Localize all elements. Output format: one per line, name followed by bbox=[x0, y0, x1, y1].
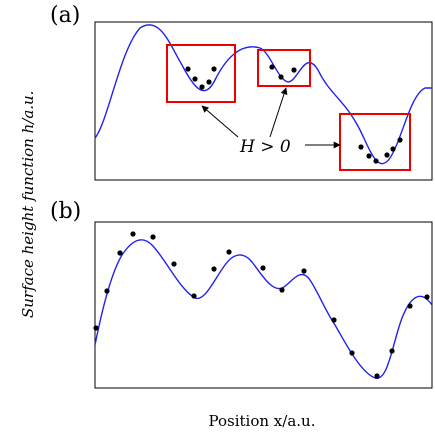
h-positive-annotation: H > 0 bbox=[239, 137, 291, 157]
data-point bbox=[191, 293, 197, 299]
data-point bbox=[185, 66, 191, 72]
data-point bbox=[279, 287, 285, 293]
data-point bbox=[389, 348, 395, 354]
arrow-to-box-2 bbox=[269, 87, 288, 138]
data-point bbox=[104, 288, 110, 294]
data-point bbox=[301, 268, 307, 274]
data-point bbox=[358, 144, 364, 150]
data-point bbox=[117, 250, 123, 256]
data-point bbox=[331, 317, 337, 323]
data-point bbox=[130, 231, 136, 237]
panel-a-frame bbox=[94, 21, 433, 181]
x-axis-label: Position x/a.u. bbox=[209, 412, 316, 430]
data-point bbox=[211, 266, 217, 272]
region-box-2 bbox=[257, 49, 311, 87]
box-1-dots bbox=[185, 66, 217, 90]
region-box-1 bbox=[166, 44, 236, 103]
data-point bbox=[384, 152, 390, 158]
data-point bbox=[211, 66, 217, 72]
data-point bbox=[171, 261, 177, 267]
panel-a-height-curve bbox=[94, 24, 432, 165]
data-point bbox=[93, 325, 99, 331]
data-point bbox=[374, 373, 380, 379]
data-point bbox=[226, 249, 232, 255]
data-point bbox=[390, 146, 396, 152]
data-point bbox=[373, 158, 379, 164]
data-point bbox=[269, 64, 275, 70]
box-2-dots bbox=[269, 64, 297, 80]
panel-b-height-curve bbox=[94, 239, 433, 379]
data-point bbox=[407, 303, 413, 309]
panel-b-frame bbox=[94, 221, 433, 389]
data-point bbox=[424, 294, 430, 300]
panel-b-label: (b) bbox=[50, 199, 81, 224]
panel-a-label: (a) bbox=[50, 3, 80, 28]
data-point bbox=[278, 74, 284, 80]
data-point bbox=[150, 234, 156, 240]
box-3-dots bbox=[358, 137, 403, 164]
data-point bbox=[192, 76, 198, 82]
data-point bbox=[397, 137, 403, 143]
panel-b-dots bbox=[93, 231, 430, 379]
data-point bbox=[291, 67, 297, 73]
data-point bbox=[366, 153, 372, 159]
data-point bbox=[349, 350, 355, 356]
data-point bbox=[206, 79, 212, 85]
y-axis-label: Surface height function h/a.u. bbox=[19, 91, 37, 318]
data-point bbox=[199, 84, 205, 90]
data-point bbox=[260, 265, 266, 271]
arrow-to-box-1 bbox=[201, 105, 239, 138]
